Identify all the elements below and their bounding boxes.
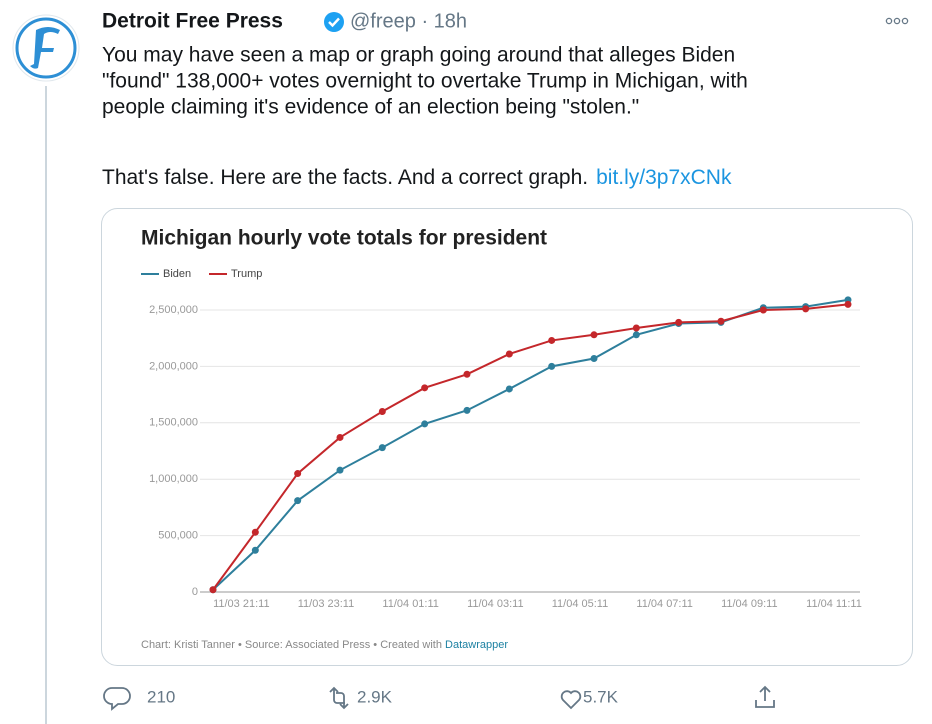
x-tick-label: 11/04 03:11 xyxy=(467,598,523,610)
like-count: 5.7K xyxy=(583,687,619,706)
author-name[interactable]: Detroit Free Press xyxy=(102,10,283,33)
x-tick-label: 11/03 23:11 xyxy=(298,598,354,610)
reply-count: 210 xyxy=(147,687,175,706)
chart-footer: Chart: Kristi Tanner • Source: Associate… xyxy=(141,639,508,651)
tweet-text: people claiming it's evidence of an elec… xyxy=(102,96,639,119)
y-tick-label: 500,000 xyxy=(158,530,198,542)
x-tick-label: 11/04 07:11 xyxy=(636,598,692,610)
y-tick-label: 2,500,000 xyxy=(149,304,198,316)
handle-time[interactable]: @freep · 18h xyxy=(350,10,467,32)
data-point xyxy=(632,324,640,332)
verified-badge xyxy=(324,12,344,32)
y-tick-label: 2,000,000 xyxy=(149,360,198,372)
data-point xyxy=(251,546,259,554)
x-tick-label: 11/04 11:11 xyxy=(806,598,862,610)
x-tick-label: 11/03 21:11 xyxy=(213,598,269,610)
data-point xyxy=(505,350,513,358)
legend: Biden Trump xyxy=(141,268,262,280)
reply-button[interactable]: 210 xyxy=(103,687,175,711)
data-point xyxy=(590,331,598,339)
data-point xyxy=(378,408,386,416)
y-tick-label: 1,000,000 xyxy=(149,473,198,485)
data-point xyxy=(548,336,556,344)
avatar[interactable] xyxy=(12,14,80,82)
series-line xyxy=(212,303,849,591)
data-point xyxy=(294,470,302,478)
x-tick-label: 11/04 09:11 xyxy=(721,598,777,610)
data-point xyxy=(421,420,429,428)
data-point xyxy=(421,384,429,392)
tweet-link[interactable]: bit.ly/3p7xCNk xyxy=(596,166,732,189)
footer-text: Chart: Kristi Tanner • Source: Associate… xyxy=(141,639,445,651)
data-point xyxy=(548,362,556,370)
data-point xyxy=(336,466,344,474)
data-point xyxy=(251,528,259,536)
legend-label: Trump xyxy=(231,268,262,280)
data-point xyxy=(294,497,302,505)
like-button[interactable]: 5.7K xyxy=(560,687,619,710)
data-point xyxy=(463,370,471,378)
plot: 0 500,000 1,000,000 1,500,000 2,000,000 2,500… xyxy=(149,296,862,610)
data-point xyxy=(505,385,513,393)
data-point xyxy=(378,444,386,452)
tweet-text-end: That's false. Here are the facts. And a … xyxy=(102,166,588,189)
data-point xyxy=(463,406,471,414)
retweet-button[interactable]: 2.9K xyxy=(329,686,393,710)
data-point xyxy=(209,586,217,594)
tweet-text: "found" 138,000+ votes overnight to over… xyxy=(102,70,748,93)
data-point xyxy=(717,317,725,325)
tweet-text: That's false. Here are the facts. And a … xyxy=(102,166,732,189)
chart-title: Michigan hourly vote totals for presiden… xyxy=(141,227,547,250)
x-tick-label: 11/04 01:11 xyxy=(382,598,438,610)
y-tick-label: 1,500,000 xyxy=(149,417,198,429)
data-point xyxy=(632,331,640,339)
data-point xyxy=(590,354,598,362)
x-tick-label: 11/04 05:11 xyxy=(552,598,608,610)
data-point xyxy=(844,300,852,308)
legend-label: Biden xyxy=(163,268,191,280)
tweet-text: You may have seen a map or graph going a… xyxy=(102,44,735,67)
footer-link[interactable]: Datawrapper xyxy=(445,639,508,651)
share-button[interactable] xyxy=(755,685,775,708)
data-point xyxy=(675,318,683,326)
data-point xyxy=(336,433,344,441)
retweet-count: 2.9K xyxy=(357,687,393,706)
more-menu[interactable] xyxy=(885,17,909,25)
data-point xyxy=(802,305,810,313)
y-tick-label: 0 xyxy=(192,586,198,598)
data-point xyxy=(759,306,767,314)
